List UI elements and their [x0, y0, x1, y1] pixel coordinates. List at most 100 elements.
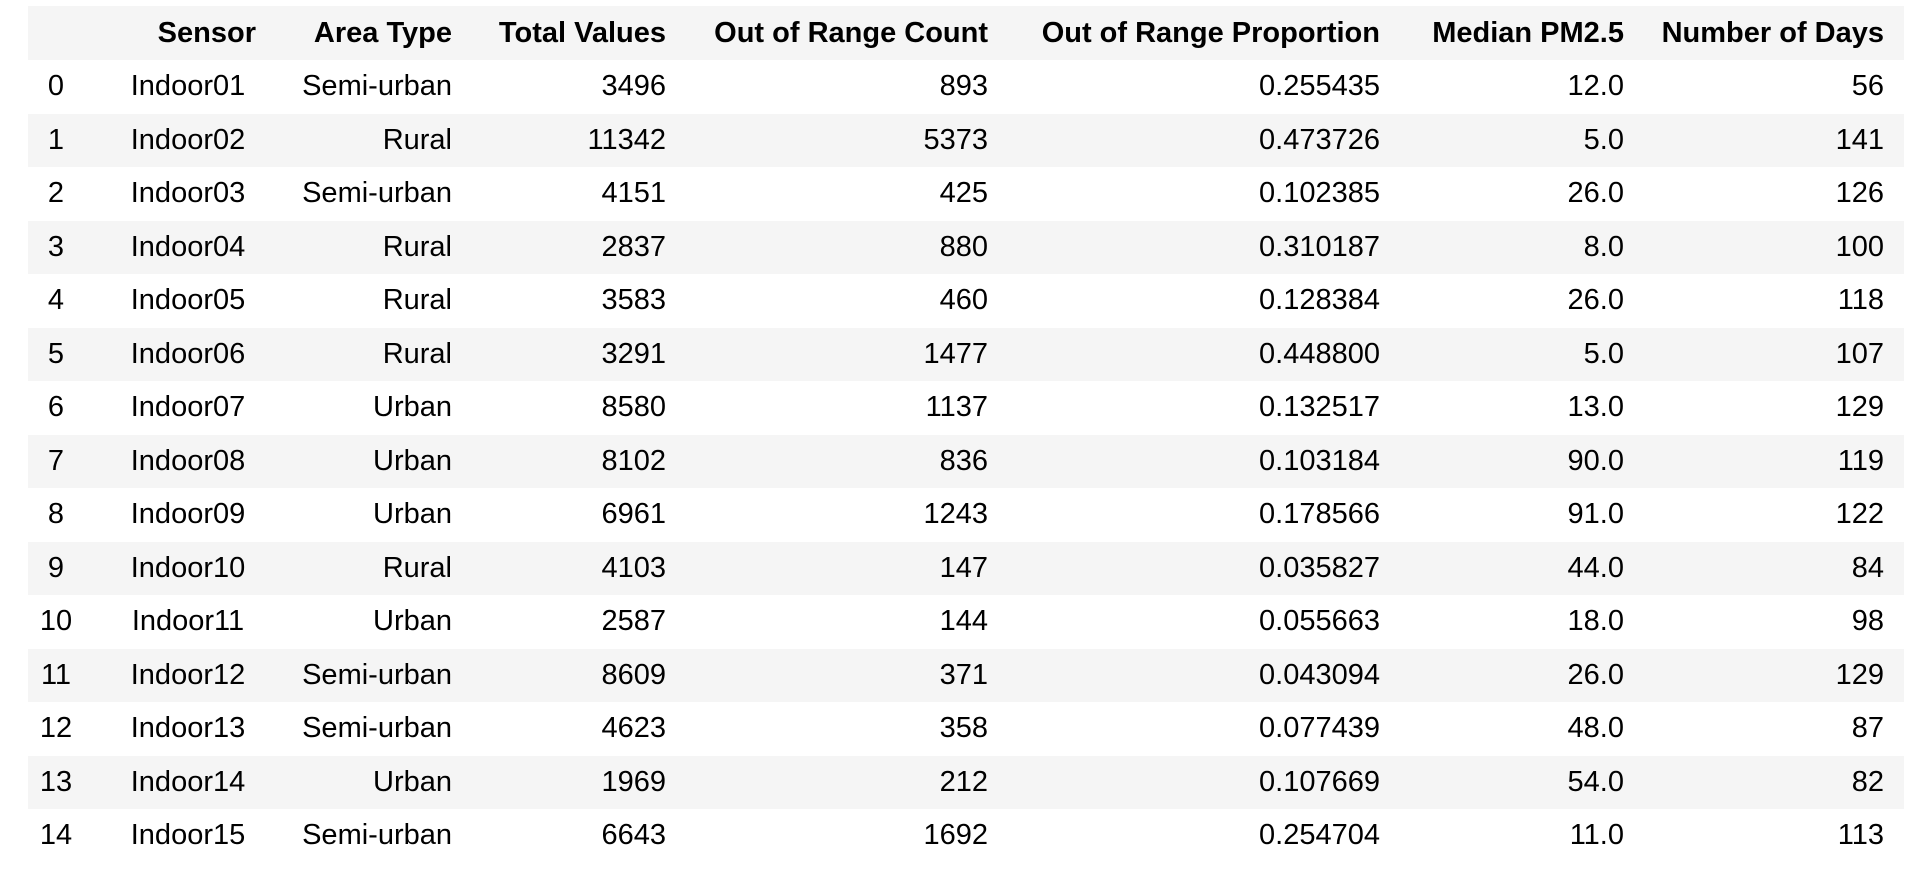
table-row: 4 Indoor05 Rural 3583 460 0.128384 26.0 118	[28, 274, 1904, 328]
row-index: 6	[28, 381, 84, 435]
out-of-range-count-cell: 425	[686, 167, 1008, 221]
column-header-index	[28, 6, 84, 60]
area-type-cell: Rural	[276, 220, 472, 274]
number-of-days-cell: 119	[1644, 434, 1904, 488]
median-pm25-cell: 54.0	[1400, 755, 1644, 809]
area-type-cell: Rural	[276, 327, 472, 381]
number-of-days-cell: 122	[1644, 488, 1904, 542]
total-values-cell: 8102	[472, 434, 686, 488]
row-index: 7	[28, 434, 84, 488]
row-index: 0	[28, 60, 84, 114]
sensor-cell: Indoor10	[84, 541, 276, 595]
total-values-cell: 3291	[472, 327, 686, 381]
out-of-range-count-cell: 1137	[686, 381, 1008, 435]
area-type-cell: Urban	[276, 488, 472, 542]
out-of-range-count-cell: 371	[686, 648, 1008, 702]
area-type-cell: Urban	[276, 595, 472, 649]
number-of-days-cell: 98	[1644, 595, 1904, 649]
out-of-range-count-cell: 880	[686, 220, 1008, 274]
out-of-range-proportion-cell: 0.255435	[1008, 60, 1400, 114]
total-values-cell: 11342	[472, 113, 686, 167]
row-index: 11	[28, 648, 84, 702]
out-of-range-count-cell: 147	[686, 541, 1008, 595]
median-pm25-cell: 5.0	[1400, 113, 1644, 167]
table-body: 0 Indoor01 Semi-urban 3496 893 0.255435 12.0 56…	[28, 60, 1904, 863]
out-of-range-proportion-cell: 0.103184	[1008, 434, 1400, 488]
median-pm25-cell: 18.0	[1400, 595, 1644, 649]
sensor-cell: Indoor05	[84, 274, 276, 328]
area-type-cell: Semi-urban	[276, 648, 472, 702]
total-values-cell: 4151	[472, 167, 686, 221]
row-index: 3	[28, 220, 84, 274]
median-pm25-cell: 11.0	[1400, 809, 1644, 863]
number-of-days-cell: 82	[1644, 755, 1904, 809]
row-index: 12	[28, 702, 84, 756]
median-pm25-cell: 90.0	[1400, 434, 1644, 488]
sensor-cell: Indoor06	[84, 327, 276, 381]
column-header-out-of-range-proportion: Out of Range Proportion	[1008, 6, 1400, 60]
out-of-range-proportion-cell: 0.107669	[1008, 755, 1400, 809]
median-pm25-cell: 44.0	[1400, 541, 1644, 595]
median-pm25-cell: 91.0	[1400, 488, 1644, 542]
median-pm25-cell: 26.0	[1400, 648, 1644, 702]
number-of-days-cell: 126	[1644, 167, 1904, 221]
sensor-cell: Indoor03	[84, 167, 276, 221]
table-row: 11 Indoor12 Semi-urban 8609 371 0.043094 26.0 1…	[28, 648, 1904, 702]
out-of-range-count-cell: 1243	[686, 488, 1008, 542]
area-type-cell: Rural	[276, 113, 472, 167]
row-index: 14	[28, 809, 84, 863]
area-type-cell: Semi-urban	[276, 702, 472, 756]
median-pm25-cell: 13.0	[1400, 381, 1644, 435]
number-of-days-cell: 141	[1644, 113, 1904, 167]
table-row: 10 Indoor11 Urban 2587 144 0.055663 18.0 98	[28, 595, 1904, 649]
out-of-range-proportion-cell: 0.254704	[1008, 809, 1400, 863]
out-of-range-proportion-cell: 0.035827	[1008, 541, 1400, 595]
total-values-cell: 6961	[472, 488, 686, 542]
median-pm25-cell: 5.0	[1400, 327, 1644, 381]
out-of-range-proportion-cell: 0.128384	[1008, 274, 1400, 328]
sensor-cell: Indoor12	[84, 648, 276, 702]
number-of-days-cell: 84	[1644, 541, 1904, 595]
table-row: 2 Indoor03 Semi-urban 4151 425 0.102385 26.0 12…	[28, 167, 1904, 221]
number-of-days-cell: 129	[1644, 381, 1904, 435]
median-pm25-cell: 12.0	[1400, 60, 1644, 114]
table-row: 0 Indoor01 Semi-urban 3496 893 0.255435 12.0 56	[28, 60, 1904, 114]
area-type-cell: Semi-urban	[276, 809, 472, 863]
out-of-range-count-cell: 358	[686, 702, 1008, 756]
header-row: Sensor Area Type Total Values Out of Ran…	[28, 6, 1904, 60]
table-row: 9 Indoor10 Rural 4103 147 0.035827 44.0 84	[28, 541, 1904, 595]
number-of-days-cell: 100	[1644, 220, 1904, 274]
table-row: 7 Indoor08 Urban 8102 836 0.103184 90.0 119	[28, 434, 1904, 488]
area-type-cell: Rural	[276, 274, 472, 328]
column-header-area-type: Area Type	[276, 6, 472, 60]
out-of-range-proportion-cell: 0.310187	[1008, 220, 1400, 274]
median-pm25-cell: 8.0	[1400, 220, 1644, 274]
row-index: 9	[28, 541, 84, 595]
out-of-range-proportion-cell: 0.102385	[1008, 167, 1400, 221]
sensor-cell: Indoor07	[84, 381, 276, 435]
out-of-range-count-cell: 5373	[686, 113, 1008, 167]
area-type-cell: Semi-urban	[276, 60, 472, 114]
out-of-range-proportion-cell: 0.043094	[1008, 648, 1400, 702]
out-of-range-count-cell: 836	[686, 434, 1008, 488]
median-pm25-cell: 26.0	[1400, 167, 1644, 221]
total-values-cell: 3583	[472, 274, 686, 328]
table-row: 14 Indoor15 Semi-urban 6643 1692 0.254704 11.0…	[28, 809, 1904, 863]
total-values-cell: 3496	[472, 60, 686, 114]
column-header-sensor: Sensor	[84, 6, 276, 60]
sensor-cell: Indoor02	[84, 113, 276, 167]
number-of-days-cell: 107	[1644, 327, 1904, 381]
column-header-total-values: Total Values	[472, 6, 686, 60]
table-row: 12 Indoor13 Semi-urban 4623 358 0.077439 48.0 8…	[28, 702, 1904, 756]
total-values-cell: 2837	[472, 220, 686, 274]
total-values-cell: 4103	[472, 541, 686, 595]
row-index: 5	[28, 327, 84, 381]
column-header-median-pm25: Median PM2.5	[1400, 6, 1644, 60]
total-values-cell: 8609	[472, 648, 686, 702]
median-pm25-cell: 26.0	[1400, 274, 1644, 328]
table-row: 5 Indoor06 Rural 3291 1477 0.448800 5.0 107	[28, 327, 1904, 381]
column-header-number-of-days: Number of Days	[1644, 6, 1904, 60]
table-row: 8 Indoor09 Urban 6961 1243 0.178566 91.0 122	[28, 488, 1904, 542]
total-values-cell: 4623	[472, 702, 686, 756]
sensor-cell: Indoor11	[84, 595, 276, 649]
